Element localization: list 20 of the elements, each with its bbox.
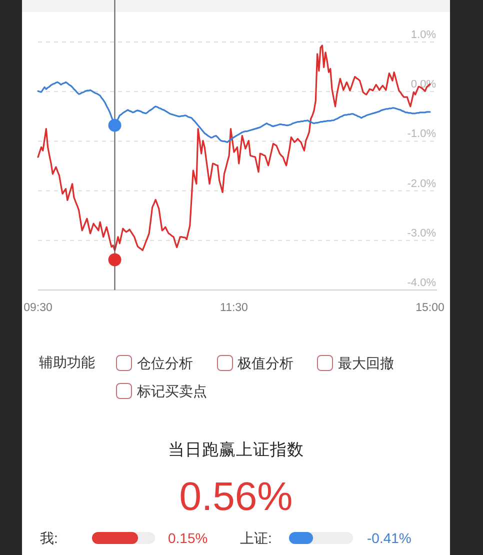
y-tick-label: -4.0% bbox=[407, 277, 436, 289]
x-tick-label: 11:30 bbox=[220, 302, 248, 314]
title: 当日跑赢上证指数 bbox=[167, 440, 305, 461]
x-tick-label: 09:30 bbox=[24, 302, 52, 314]
y-tick-label: -3.0% bbox=[407, 227, 436, 240]
checkbox-label: 最大回撤 bbox=[338, 354, 394, 373]
checkbox-label: 标记买卖点 bbox=[137, 382, 207, 401]
row-value: 0.15% bbox=[168, 529, 208, 548]
big-value: 0.56% bbox=[178, 474, 294, 521]
y-tick-label: 1.0% bbox=[410, 29, 436, 41]
y-tick-label: -2.0% bbox=[407, 178, 436, 190]
title: 辅助功能 bbox=[39, 353, 95, 372]
row-label: 上证: bbox=[240, 529, 272, 548]
checkbox-label: 极值分析 bbox=[238, 354, 294, 373]
row-value: -0.41% bbox=[367, 529, 412, 548]
y-tick-label: -1.0% bbox=[407, 128, 436, 140]
y-tick-label: 0.0% bbox=[410, 78, 436, 91]
x-tick-label: 15:00 bbox=[416, 302, 444, 314]
checkbox-label: 仓位分析 bbox=[137, 354, 193, 373]
row-label: 我: bbox=[40, 529, 58, 548]
